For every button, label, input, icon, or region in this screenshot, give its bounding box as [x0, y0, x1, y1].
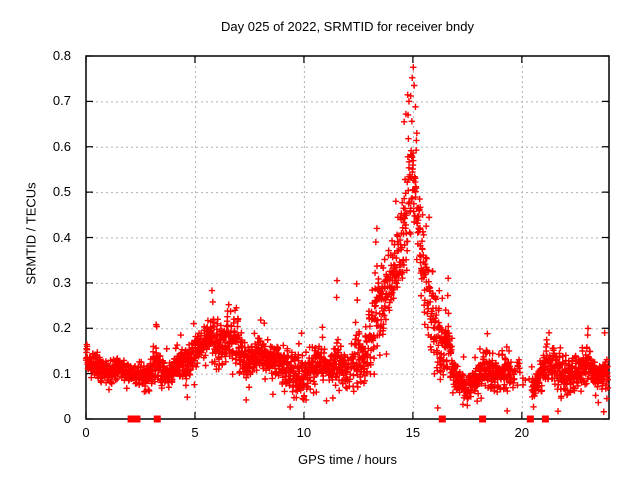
xtick-label: 20 — [514, 425, 530, 440]
ytick-label: 0.5 — [52, 184, 71, 200]
ytick-label: 0.4 — [52, 229, 71, 245]
xtick-label: 5 — [191, 425, 199, 440]
ytick-label: 0.2 — [52, 320, 71, 336]
xtick-label: 15 — [405, 425, 421, 440]
ytick-label: 0.1 — [52, 365, 71, 381]
ytick-label: 0.3 — [52, 274, 71, 290]
ytick-label: 0.8 — [52, 48, 71, 63]
xtick-label: 10 — [296, 425, 312, 440]
xtick-label: 0 — [82, 425, 90, 440]
ytick-label: 0.6 — [52, 138, 71, 154]
ytick-label: 0 — [63, 411, 71, 426]
ytick-label: 0.7 — [52, 93, 71, 109]
